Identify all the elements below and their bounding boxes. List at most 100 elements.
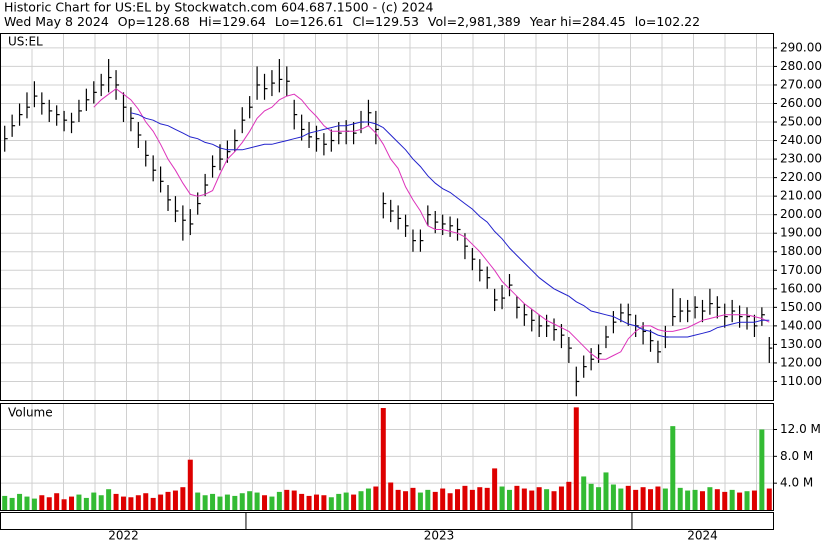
quote-text: Wed May 8 2024 Op=128.68 Hi=129.64 Lo=126.6… <box>4 14 700 29</box>
volume-bar <box>187 459 193 510</box>
volume-bar <box>536 487 542 510</box>
quote-field: Cl=129.53 <box>352 14 418 29</box>
y-tick-label: 140.00 <box>780 318 822 332</box>
volume-bar <box>544 489 550 510</box>
volume-bar <box>529 490 535 510</box>
volume-bar <box>262 495 268 510</box>
volume-bar <box>477 487 483 510</box>
volume-bar <box>306 495 312 510</box>
volume-bar <box>291 490 297 510</box>
quote-field: lo=102.22 <box>635 14 700 29</box>
volume-bar <box>69 496 75 510</box>
y-tick-label: 200.00 <box>780 207 822 221</box>
volume-bar <box>499 486 505 510</box>
volume-bar <box>106 489 112 510</box>
volume-bar <box>588 483 594 510</box>
volume-bar <box>492 468 498 510</box>
volume-bar <box>462 485 468 510</box>
volume-bar <box>551 491 557 510</box>
volume-bar <box>484 487 490 510</box>
volume-bar <box>24 496 30 510</box>
volume-bar <box>410 487 416 510</box>
quote-field: Op=128.68 <box>118 14 190 29</box>
volume-bar <box>343 492 349 510</box>
volume-bar <box>618 488 624 510</box>
volume-bar <box>677 487 683 510</box>
volume-bar <box>224 494 230 510</box>
volume-bar <box>46 497 52 510</box>
volume-bar <box>403 491 409 510</box>
volume-bar <box>737 492 743 510</box>
volume-title: Volume <box>8 406 53 420</box>
volume-bar <box>558 486 564 510</box>
volume-bar <box>395 489 401 510</box>
volume-bar <box>581 476 587 510</box>
volume-bar <box>373 486 379 510</box>
quote-field: Vol=2,981,389 <box>428 14 521 29</box>
volume-bar <box>751 490 757 510</box>
volume-bar <box>714 489 720 510</box>
volume-bar <box>506 489 512 510</box>
ma-long-line <box>130 112 770 338</box>
v-tick-label: 12.0 M <box>780 422 821 436</box>
volume-bar <box>766 488 772 510</box>
volume-bar <box>247 491 253 510</box>
volume-bar <box>172 490 178 510</box>
volume-bar <box>135 495 141 510</box>
y-tick-label: 210.00 <box>780 189 822 203</box>
volume-bar <box>566 481 572 510</box>
volume-bar <box>17 493 23 510</box>
volume-bar <box>648 489 654 510</box>
volume-bar <box>2 495 8 510</box>
v-tick-label: 8.0 M <box>780 449 813 463</box>
volume-bar <box>165 491 171 510</box>
quote-line: Wed May 8 2024 Op=128.68 Hi=129.64 Lo=126.6… <box>4 14 700 29</box>
volume-bar <box>143 493 149 510</box>
volume-bar <box>31 498 37 510</box>
volume-bar <box>440 488 446 510</box>
volume-bar <box>603 472 609 510</box>
y-tick-label: 240.00 <box>780 133 822 147</box>
volume-bar <box>128 497 134 510</box>
volume-bar <box>596 487 602 510</box>
quote-field: Hi=129.64 <box>199 14 266 29</box>
symbol-label: US:EL <box>8 35 43 49</box>
year-label: 2024 <box>687 529 718 543</box>
volume-bar <box>91 492 97 510</box>
volume-bar <box>328 497 334 510</box>
volume-bar <box>54 493 60 510</box>
volume-bar <box>254 492 260 510</box>
volume-bar <box>759 429 765 510</box>
volume-bar <box>98 495 104 510</box>
volume-bar <box>685 490 691 510</box>
volume-bar <box>521 488 527 510</box>
quote-field: Year hi=284.45 <box>529 14 626 29</box>
volume-bar <box>276 491 282 510</box>
volume-bar <box>61 499 67 510</box>
volume-bar <box>625 485 631 510</box>
price-panel-frame <box>0 33 774 401</box>
quote-field: Lo=126.61 <box>275 14 344 29</box>
volume-bar <box>417 492 423 510</box>
volume-bar <box>336 493 342 510</box>
y-tick-label: 110.00 <box>780 374 822 388</box>
volume-bar <box>388 482 394 510</box>
volume-bar <box>699 491 705 510</box>
volume-bar <box>640 487 646 510</box>
y-tick-label: 290.00 <box>780 40 822 54</box>
volume-bar <box>351 494 357 510</box>
quote-field: Wed May 8 2024 <box>4 14 109 29</box>
volume-bar <box>76 494 82 510</box>
volume-bar <box>321 495 327 510</box>
volume-bar <box>113 493 119 510</box>
y-tick-label: 220.00 <box>780 170 822 184</box>
volume-bar <box>239 493 245 510</box>
volume-bar <box>432 491 438 510</box>
volume-bar <box>39 495 45 510</box>
volume-bar <box>150 497 156 510</box>
volume-bar <box>692 489 698 510</box>
volume-bar <box>729 489 735 510</box>
year-label: 2022 <box>108 529 139 543</box>
y-tick-label: 250.00 <box>780 115 822 129</box>
